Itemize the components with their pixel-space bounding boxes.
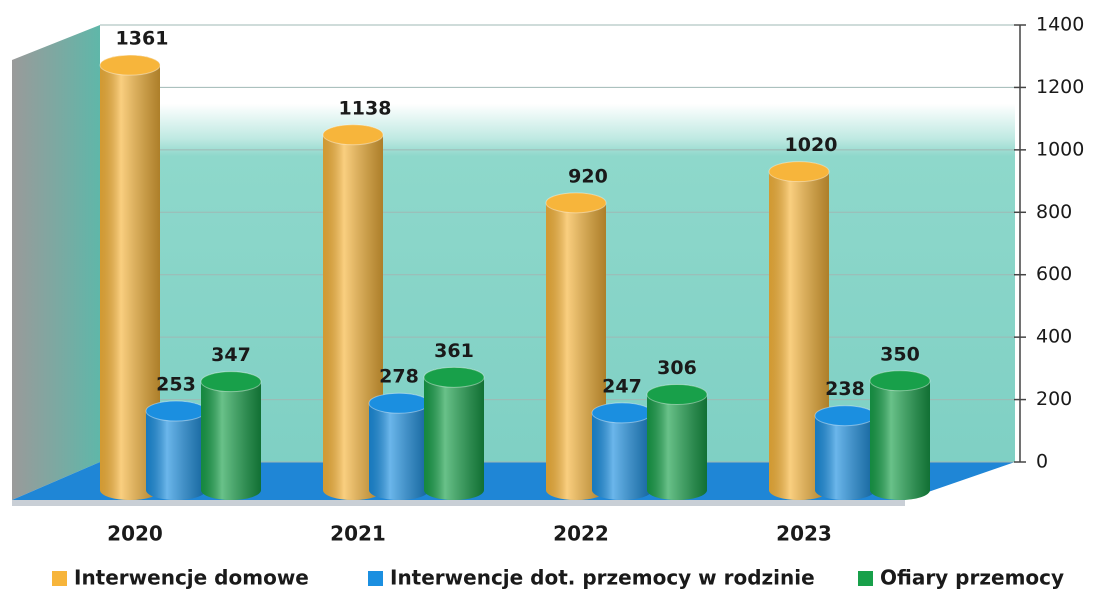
bar-top: [99, 54, 161, 76]
legend-swatch: [52, 571, 67, 586]
legend-swatch: [368, 571, 383, 586]
y-tick-label: 1200: [1036, 76, 1084, 98]
y-tick-label: 800: [1036, 201, 1072, 223]
x-tick-label: 2022: [553, 522, 609, 546]
bar-top: [368, 392, 430, 414]
bar-top: [591, 402, 653, 424]
data-label: 238: [825, 378, 865, 400]
data-label: 253: [156, 374, 196, 396]
legend-label: Interwencje dot. przemocy w rodzinie: [390, 566, 815, 590]
bar-shading: [369, 393, 429, 500]
side-wall: [12, 25, 100, 500]
x-tick-label: 2020: [107, 522, 163, 546]
y-tick-label: 400: [1036, 326, 1072, 348]
legend-label: Interwencje domowe: [74, 566, 309, 590]
y-tick-label: 200: [1036, 388, 1072, 410]
data-label: 247: [602, 375, 642, 397]
bar-top: [423, 366, 485, 388]
bar-top: [322, 124, 384, 146]
data-label: 278: [379, 366, 419, 388]
bar-top: [145, 400, 207, 422]
bar-top: [814, 405, 876, 427]
bar-top: [200, 371, 262, 393]
bar-shading: [592, 402, 652, 500]
x-tick-label: 2023: [776, 522, 832, 546]
bar-shading: [100, 55, 160, 500]
data-label: 350: [880, 343, 920, 365]
bar-top: [768, 161, 830, 183]
data-label: 361: [434, 340, 474, 362]
data-label: 920: [568, 165, 608, 187]
bar-shading: [870, 370, 930, 500]
bar-shading: [647, 384, 707, 500]
legend-swatch: [858, 571, 873, 586]
floor-edge: [12, 500, 905, 506]
x-tick-label: 2021: [330, 522, 386, 546]
bar-shading: [546, 192, 606, 500]
bar-top: [545, 192, 607, 214]
data-label: 1020: [785, 134, 838, 156]
bar-shading: [146, 401, 206, 500]
floor: [12, 462, 1015, 500]
y-tick-label: 600: [1036, 263, 1072, 285]
bar-shading: [815, 405, 875, 500]
y-tick-label: 1400: [1036, 14, 1084, 36]
data-label: 347: [211, 344, 251, 366]
data-label: 1138: [339, 97, 392, 119]
data-label: 306: [657, 357, 697, 379]
legend-label: Ofiary przemocy: [880, 566, 1064, 590]
y-tick-label: 0: [1036, 451, 1048, 473]
bar-shading: [201, 371, 261, 500]
bar-top: [869, 370, 931, 392]
bar-top: [646, 383, 708, 405]
y-tick-label: 1000: [1036, 138, 1084, 160]
bar-shading: [323, 124, 383, 500]
bar-shading: [424, 367, 484, 500]
data-label: 1361: [116, 28, 169, 50]
bar-shading: [769, 161, 829, 500]
